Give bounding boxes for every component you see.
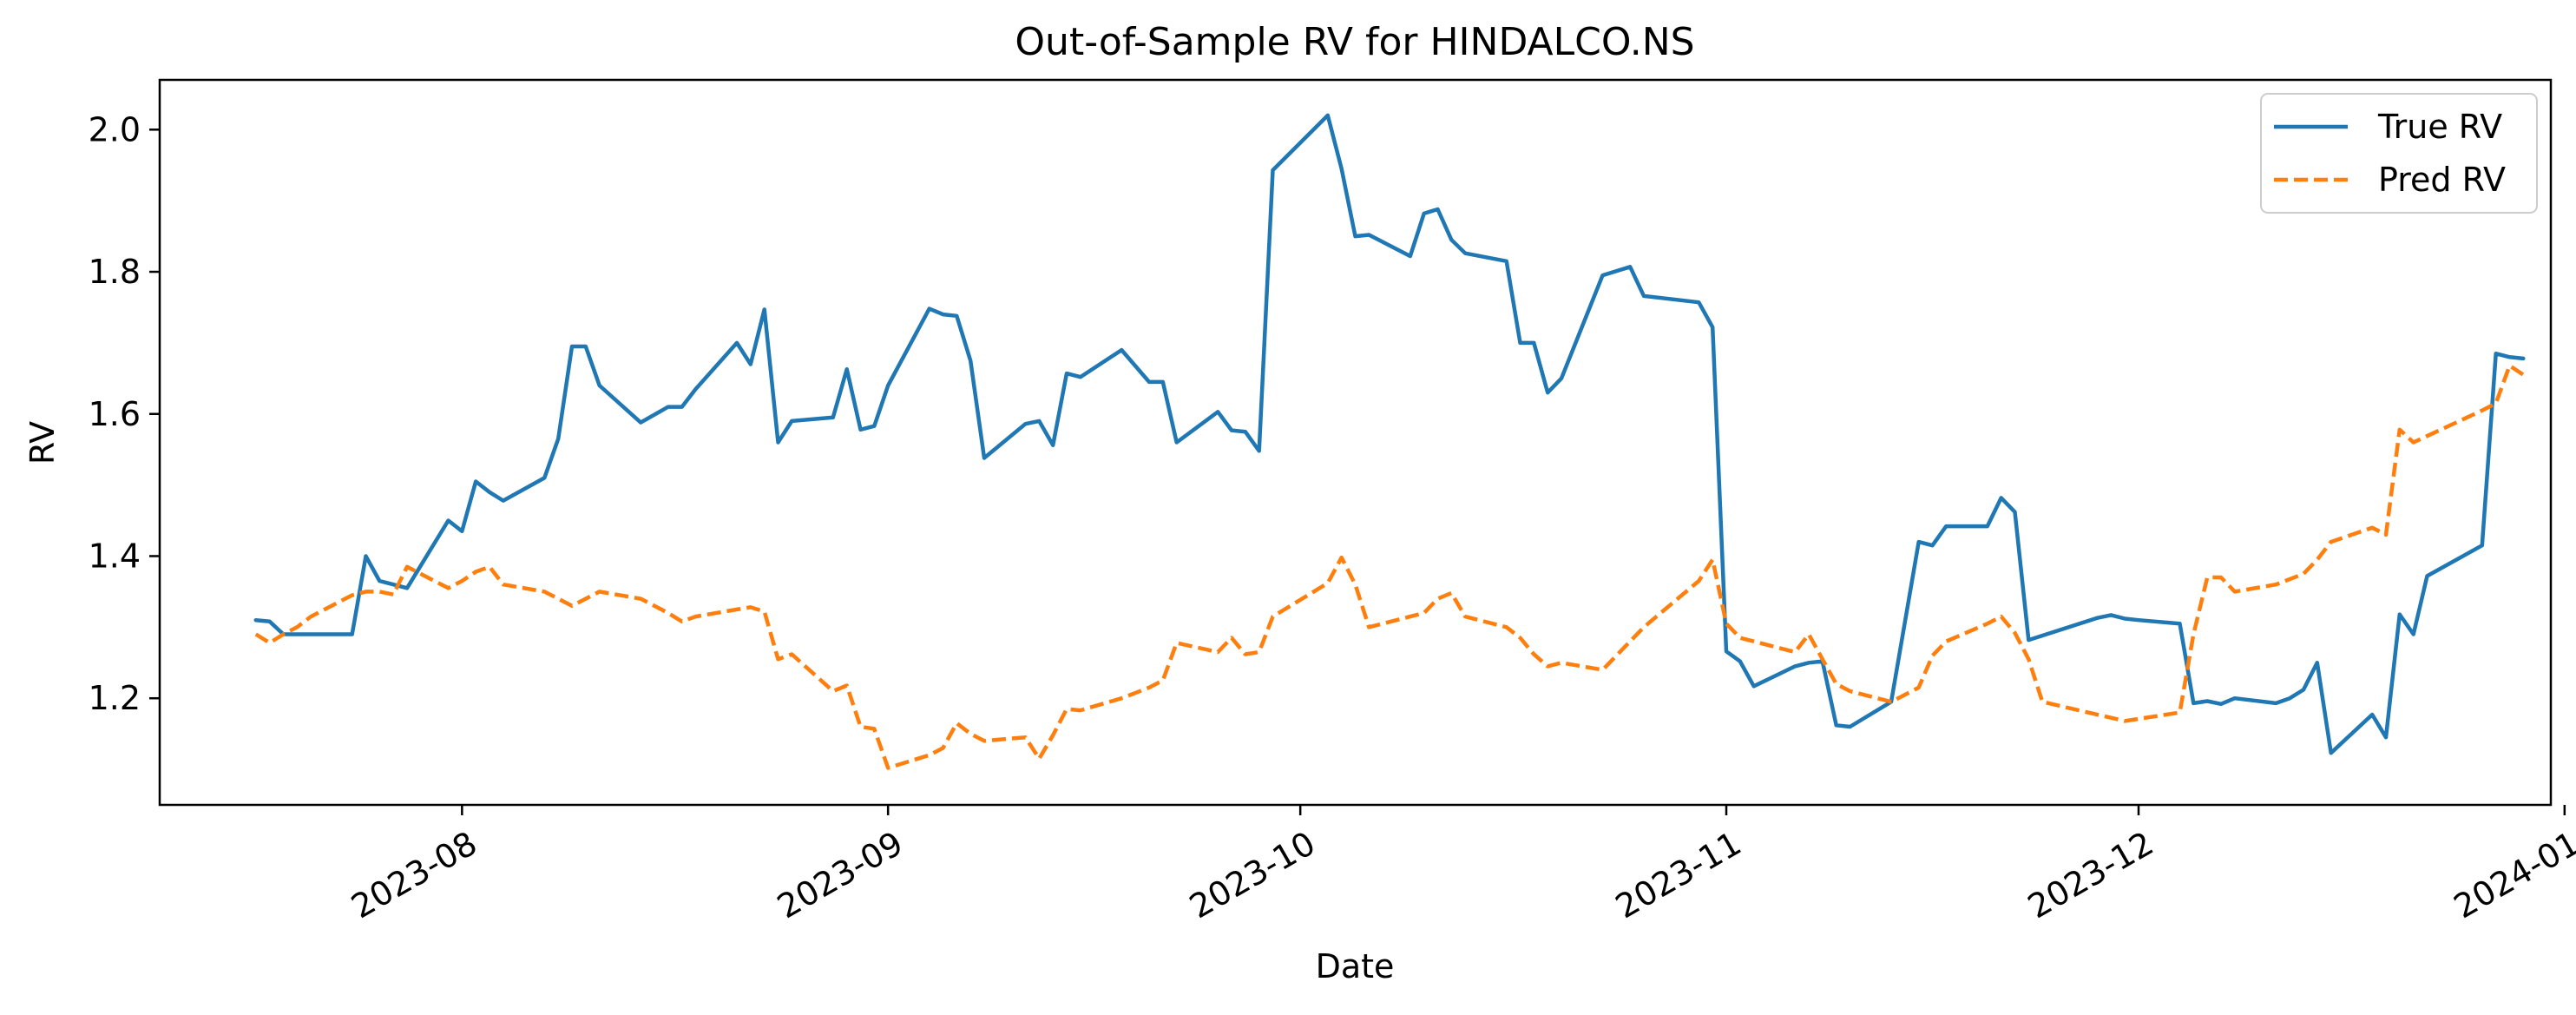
series-layer (253, 113, 2526, 770)
y-tick-label: 1.8 (89, 253, 141, 291)
legend-label-true-rv: True RV (2377, 108, 2502, 146)
y-axis: 1.2 1.4 1.6 1.8 2.0 (89, 110, 160, 717)
chart-title: Out-of-Sample RV for HINDALCO.NS (1015, 20, 1694, 64)
legend-frame (2260, 93, 2538, 214)
series-line-pred-rv (254, 363, 2525, 770)
series-line-true-rv (253, 113, 2526, 755)
legend: True RV Pred RV (2260, 93, 2538, 214)
y-axis-label: RV (23, 421, 62, 465)
legend-label-pred-rv: Pred RV (2378, 161, 2506, 199)
y-tick-label: 1.2 (89, 679, 141, 717)
y-tick-label: 1.4 (89, 537, 141, 575)
y-tick-label: 1.6 (89, 395, 141, 433)
plot-frame (158, 78, 2553, 807)
y-tick-label: 2.0 (89, 110, 141, 148)
x-axis-label: Date (1316, 947, 1395, 985)
